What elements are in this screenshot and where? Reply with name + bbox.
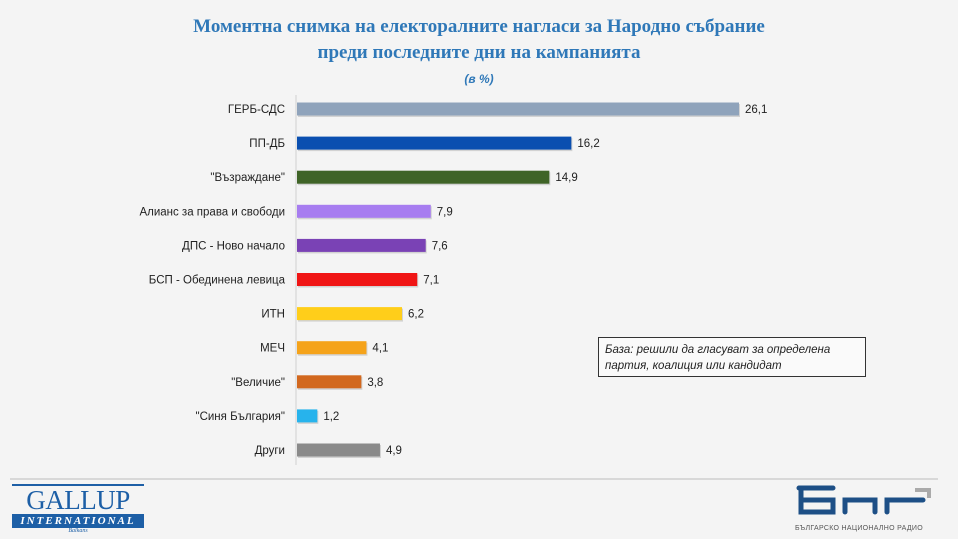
- bnr-logo-text: БЪЛГАРСКО НАЦИОНАЛНО РАДИО: [795, 525, 923, 532]
- category-label: ПП-ДБ: [249, 138, 285, 150]
- data-label: 4,1: [372, 343, 388, 355]
- category-label: ДПС - Ново начало: [182, 240, 285, 252]
- bar-chart: ГЕРБ-СДС 26,1 ПП-ДБ 16,2 "Възраждане" 14,9 Али…: [139, 95, 767, 465]
- data-label: 3,8: [367, 377, 383, 389]
- bar: [297, 307, 402, 321]
- bar: [297, 409, 318, 423]
- data-label: 14,9: [555, 172, 577, 184]
- category-label: Други: [255, 445, 285, 457]
- data-label: 4,9: [386, 445, 402, 457]
- gallup-logo-text: GALLUP: [12, 484, 144, 514]
- bar: [297, 238, 426, 252]
- chart-title-line2: преди последните дни на кампанията: [317, 42, 641, 63]
- gallup-logo-sub: INTERNATIONAL: [12, 514, 144, 528]
- category-label: ИТН: [261, 309, 285, 321]
- category-label: МЕЧ: [260, 343, 285, 355]
- gallup-logo-region: Balkans: [68, 528, 88, 534]
- base-annotation: База: решили да гласуват за определена п…: [598, 337, 866, 377]
- bar: [297, 170, 550, 184]
- category-label: "Възраждане": [210, 172, 285, 184]
- bar: [297, 375, 362, 389]
- category-label: "Величие": [231, 377, 285, 389]
- data-label: 6,2: [408, 309, 424, 321]
- bar: [297, 273, 418, 286]
- bar: [297, 204, 431, 218]
- category-label: БСП - Обединена левица: [149, 275, 286, 287]
- bar: [297, 102, 739, 116]
- data-label: 16,2: [577, 138, 599, 150]
- data-label: 7,9: [437, 206, 453, 218]
- data-label: 7,1: [423, 275, 439, 287]
- data-label: 1,2: [323, 411, 339, 423]
- category-label: ГЕРБ-СДС: [228, 104, 285, 116]
- chart-title: Моментна снимка на електоралните нагласи…: [193, 16, 765, 37]
- gallup-logo: GALLUP INTERNATIONAL Balkans: [12, 484, 144, 534]
- chart-subtitle: (в %): [464, 72, 494, 86]
- bar: [297, 443, 380, 457]
- bnr-logo-mark: [796, 485, 931, 515]
- bar: [297, 136, 572, 150]
- bnr-logo: БЪЛГАРСКО НАЦИОНАЛНО РАДИО: [795, 484, 935, 532]
- data-label: 7,6: [432, 240, 448, 252]
- data-label: 26,1: [745, 104, 767, 116]
- category-label: Алианс за права и свободи: [139, 206, 285, 218]
- category-label: "Синя България": [196, 411, 286, 423]
- footer-divider: [10, 478, 938, 480]
- bar: [297, 341, 367, 355]
